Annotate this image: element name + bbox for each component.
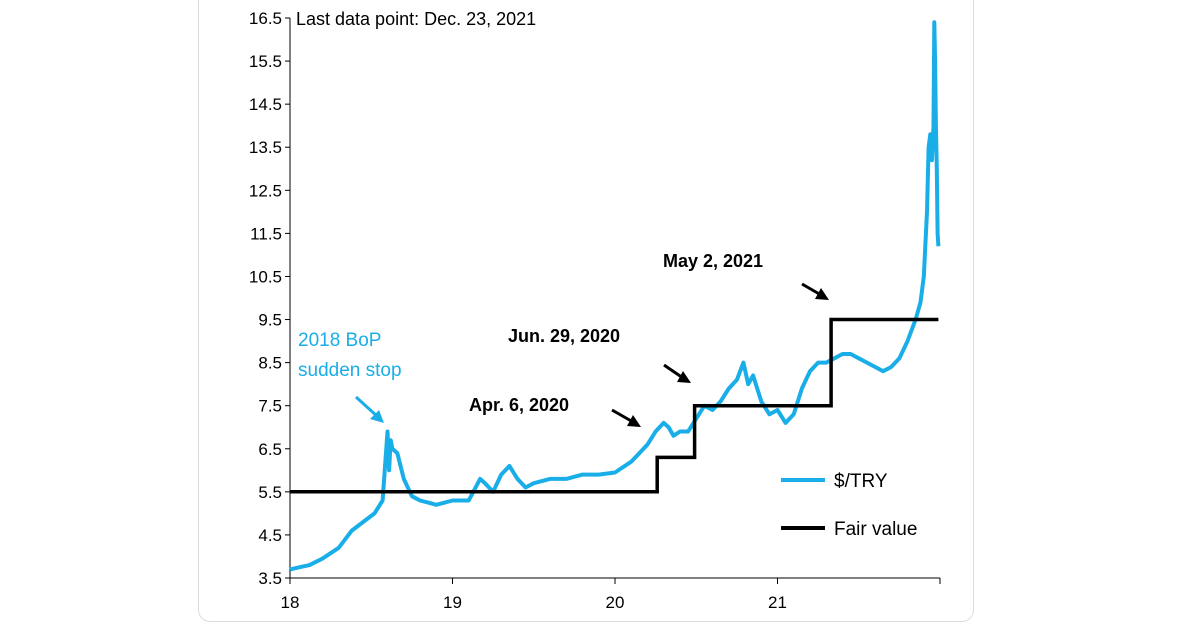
y-tick-label: 5.5 bbox=[258, 483, 282, 502]
annotation-apr-6-2020: Apr. 6, 2020 bbox=[469, 395, 569, 415]
y-axis: 3.5 4.5 5.5 6.5 7.5 8.5 9.5 10.5 11.5 12.5 13.5 14.… bbox=[249, 9, 290, 588]
x-tick-label: 19 bbox=[443, 593, 462, 612]
y-tick-label: 11.5 bbox=[250, 224, 282, 243]
y-tick-label: 12.5 bbox=[249, 181, 282, 200]
annotation-jun-29-2020: Jun. 29, 2020 bbox=[508, 326, 620, 346]
y-tick-label: 7.5 bbox=[258, 397, 282, 416]
annotation-apr-arrow bbox=[611, 408, 641, 427]
y-tick-label: 15.5 bbox=[249, 52, 282, 71]
legend-label-fair-value: Fair value bbox=[834, 519, 917, 540]
y-tick-label: 10.5 bbox=[249, 267, 282, 286]
annotation-bop-arrow bbox=[354, 395, 384, 423]
x-tick-label: 18 bbox=[281, 593, 300, 612]
x-tick-label: 20 bbox=[606, 593, 625, 612]
y-tick-label: 4.5 bbox=[258, 526, 282, 545]
last-data-point-note: Last data point: Dec. 23, 2021 bbox=[296, 9, 536, 29]
y-tick-label: 9.5 bbox=[258, 311, 282, 330]
y-tick-label: 3.5 bbox=[258, 569, 282, 588]
y-tick-label: 8.5 bbox=[258, 354, 282, 373]
legend: $/TRY Fair value bbox=[781, 471, 917, 540]
x-tick-label: 21 bbox=[768, 593, 787, 612]
y-tick-label: 13.5 bbox=[249, 138, 282, 157]
series-line-usd-try bbox=[289, 20, 941, 572]
y-tick-label: 16.5 bbox=[249, 9, 282, 28]
annotation-may-arrow bbox=[801, 282, 829, 300]
series-line-fair-value bbox=[290, 317, 939, 494]
chart-card bbox=[198, 0, 974, 622]
x-axis: 18 19 20 21 bbox=[281, 578, 941, 612]
annotation-bop-line2: sudden stop bbox=[298, 360, 402, 381]
annotation-bop-line1: 2018 BoP bbox=[298, 330, 381, 351]
legend-label-usd-try: $/TRY bbox=[834, 471, 888, 492]
y-tick-label: 6.5 bbox=[258, 440, 282, 459]
annotation-jun-arrow bbox=[663, 363, 691, 383]
y-tick-label: 14.5 bbox=[249, 95, 282, 114]
annotation-may-2-2021: May 2, 2021 bbox=[663, 251, 763, 271]
